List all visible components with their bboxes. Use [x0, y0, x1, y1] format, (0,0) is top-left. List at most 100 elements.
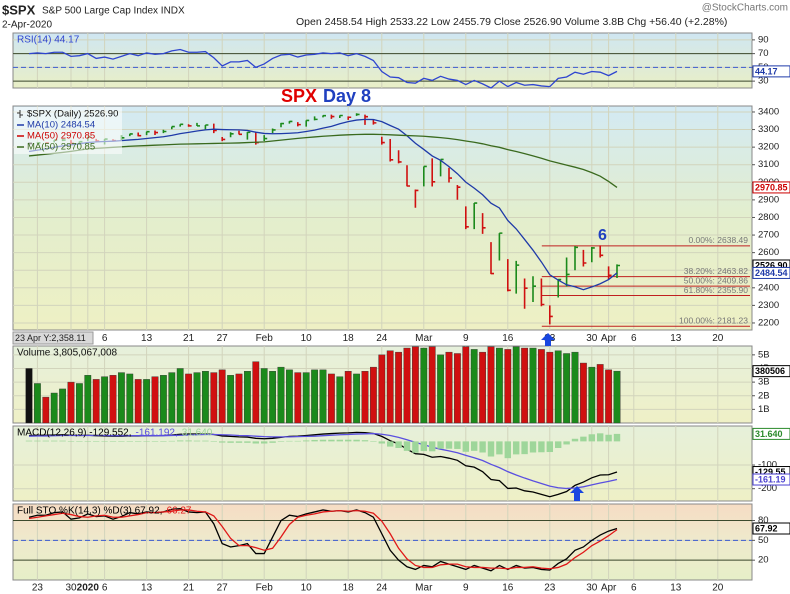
- x-tick-label: 23: [544, 583, 556, 594]
- value-tag: [752, 473, 790, 486]
- x-tick-label: 23: [32, 583, 44, 594]
- histogram-bar: [34, 440, 41, 442]
- ohlc-bar: [557, 278, 562, 298]
- ohlc-bar: [355, 113, 360, 116]
- x-tick-label: 20: [712, 333, 724, 344]
- x-tick-label: 6: [102, 333, 108, 344]
- y-tick-label: 70: [758, 48, 769, 59]
- histogram-bar: [168, 440, 175, 442]
- volume-bar: [243, 371, 251, 424]
- series-line: [28, 48, 618, 89]
- histogram-bar: [151, 441, 159, 442]
- x-tick-label: Feb: [256, 583, 274, 594]
- volume-bar: [571, 351, 579, 424]
- crosshair-readout: 23 Apr Y:2,358.11: [15, 333, 86, 343]
- histogram-bar: [252, 441, 259, 444]
- histogram-bar: [454, 441, 461, 449]
- volume-bar: [420, 347, 428, 424]
- date: 2-Apr-2020: [2, 20, 52, 31]
- ohlc-bar: [473, 202, 478, 230]
- histogram-bar: [462, 441, 469, 452]
- value-tag-label: -161.19: [755, 474, 786, 484]
- histogram-bar: [177, 440, 184, 442]
- volume-bar: [126, 373, 134, 424]
- ohlc-bar: [540, 278, 545, 307]
- volume-bar: [42, 396, 50, 424]
- histogram-bar: [487, 441, 495, 457]
- x-tick-label: 21: [183, 583, 195, 594]
- ohlc-bar: [490, 242, 494, 275]
- x-tick-label: 30: [65, 583, 77, 594]
- histogram-bar: [84, 441, 91, 442]
- y-tick-label: 3300: [758, 124, 779, 135]
- x-tick-label: 18: [343, 583, 355, 594]
- ohlc-bar: [549, 305, 553, 325]
- histogram-bar: [311, 439, 318, 442]
- ohlc-bar: [129, 133, 133, 137]
- y-tick-label: 2300: [758, 300, 779, 311]
- ohlc-bar: [313, 116, 318, 121]
- value-tag: [752, 427, 790, 440]
- value-tag: [752, 266, 790, 279]
- histogram-bar: [126, 441, 133, 442]
- ohlc-bar: [246, 131, 251, 140]
- volume-bar: [269, 371, 276, 424]
- legend-box: [14, 107, 122, 154]
- histogram-bar: [244, 441, 251, 443]
- volume-bar: [336, 376, 344, 424]
- ohlc-bar: [456, 184, 461, 200]
- histogram-bar: [336, 439, 343, 442]
- legend-entry: $SPX (Daily) 2526.90: [27, 109, 118, 120]
- legend-entry: MA(50) 2970.85: [27, 131, 95, 142]
- volume-bar: [25, 368, 33, 424]
- x-tick-label: 16: [502, 333, 514, 344]
- histogram-bar: [445, 441, 453, 449]
- histogram-bar: [210, 441, 217, 442]
- ohlc-bar: [448, 167, 452, 183]
- y-tick-label: 3400: [758, 106, 779, 117]
- histogram-bar: [303, 440, 310, 442]
- histogram-bar: [613, 433, 621, 442]
- histogram-bar: [286, 440, 293, 442]
- ohlc-bar: [431, 158, 436, 187]
- ohlc-bar: [179, 123, 184, 127]
- ohlc-bar: [523, 278, 528, 309]
- histogram-bar: [109, 441, 117, 442]
- histogram-bar: [361, 440, 369, 442]
- series-line: [28, 509, 618, 570]
- y-tick-label: 2B: [758, 390, 770, 401]
- volume-bar: [159, 375, 167, 424]
- volume-bar: [504, 349, 512, 424]
- value-tag-label: 2526.90: [755, 260, 788, 270]
- x-tick-label: Apr: [601, 333, 617, 344]
- histogram-bar: [580, 436, 587, 442]
- volume-bar: [227, 375, 234, 424]
- series-line: [28, 507, 618, 572]
- volume-bar: [117, 372, 125, 424]
- volume-bar: [554, 350, 562, 424]
- x-tick-label: 13: [141, 583, 153, 594]
- volume-bar: [193, 372, 201, 424]
- x-tick-label: 2020: [77, 583, 100, 594]
- ohlc-bar: [162, 129, 167, 134]
- value-tag-label: 67.92: [755, 523, 778, 533]
- volume-bar: [596, 364, 604, 424]
- legend-entry: 31.640: [182, 428, 213, 439]
- y-tick-label: 2200: [758, 317, 779, 328]
- volume-bar: [134, 379, 142, 424]
- volume-bar: [496, 347, 503, 424]
- volume-bar: [302, 372, 310, 424]
- histogram-bar: [546, 441, 553, 453]
- value-tag-label: 2484.54: [755, 268, 788, 278]
- x-tick-label: 30: [586, 583, 598, 594]
- histogram-bar: [571, 438, 579, 442]
- volume-bar: [412, 346, 419, 424]
- x-tick-label: 10: [301, 333, 313, 344]
- ohlc-bar: [498, 232, 503, 261]
- histogram-bar: [67, 441, 75, 442]
- volume-bar: [512, 346, 520, 424]
- histogram-bar: [395, 441, 402, 449]
- fib-label: 100.00%: 2181.23: [679, 316, 748, 326]
- ohlc-bar: [582, 249, 587, 267]
- volume-bar: [328, 373, 335, 424]
